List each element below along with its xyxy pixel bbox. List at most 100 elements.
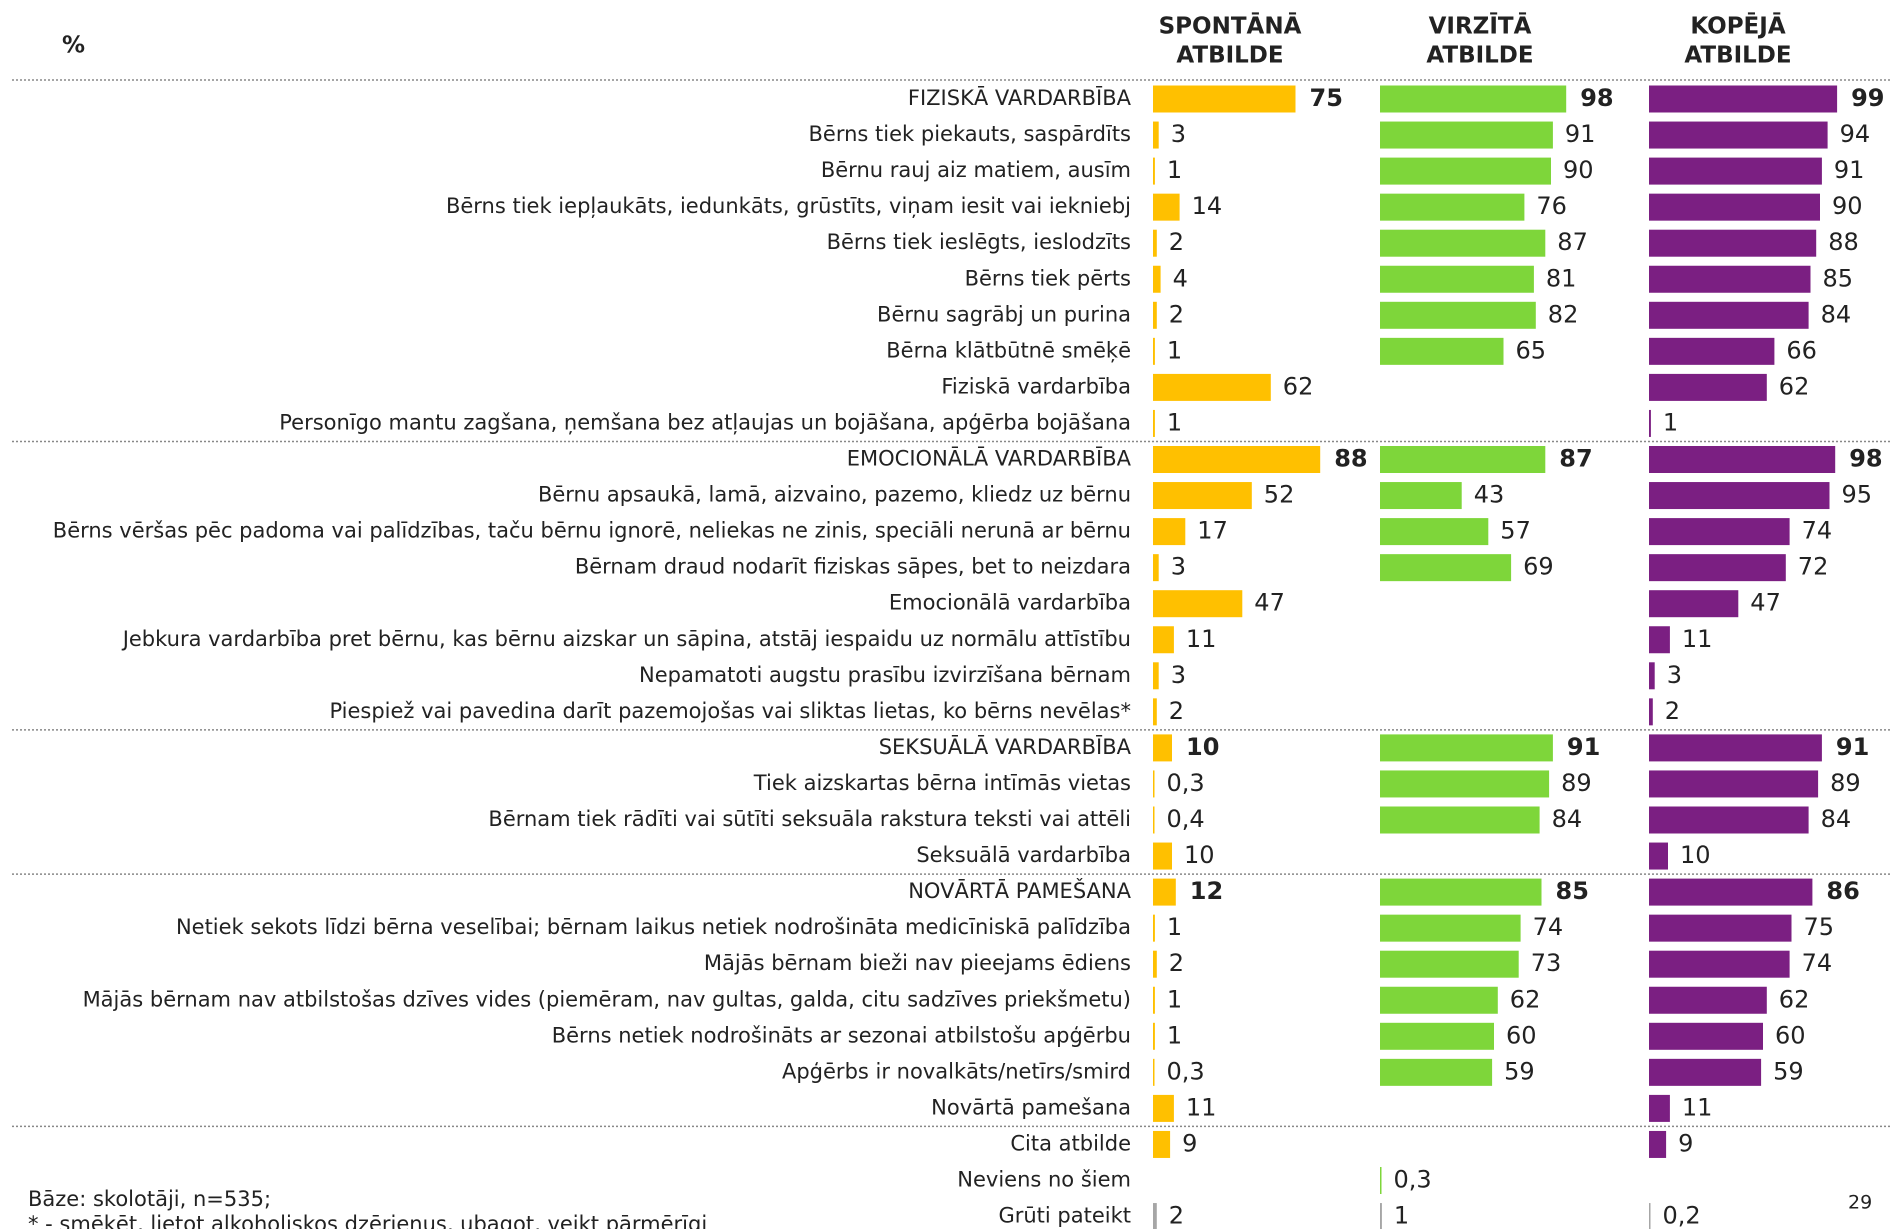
page-number: 29 [1848, 1192, 1872, 1214]
bar [1153, 806, 1155, 834]
value-label: 60 [1775, 1021, 1806, 1049]
legend-label: ATBILDE [1176, 43, 1283, 69]
bar [1380, 806, 1540, 834]
category-label: Seksuālā vardarbība [916, 843, 1131, 867]
value-label: 1 [1167, 156, 1182, 184]
category-label: EMOCIONĀLĀ VARDARBĪBA [847, 447, 1132, 471]
bar [1649, 734, 1822, 762]
footnote: Bāze: skolotāji, n=535; [28, 1187, 271, 1211]
value-label: 9 [1182, 1129, 1197, 1157]
category-label: Bērns netiek nodrošināts ar sezonai atbi… [552, 1023, 1131, 1047]
category-label: Novārtā pamešana [931, 1095, 1131, 1119]
value-label: 85 [1556, 877, 1589, 905]
bar [1649, 337, 1775, 365]
value-label: 74 [1533, 913, 1564, 941]
value-label: 57 [1500, 517, 1531, 545]
bar [1649, 770, 1819, 798]
value-label: 14 [1192, 192, 1223, 220]
bar [1153, 518, 1186, 546]
bar [1649, 1203, 1651, 1229]
value-label: 1 [1167, 913, 1182, 941]
bar [1153, 265, 1161, 293]
value-label: 91 [1567, 733, 1600, 761]
bar [1380, 1167, 1382, 1194]
bar [1649, 265, 1811, 293]
value-label: 73 [1531, 949, 1562, 977]
category-label: Bērnu sagrābj un purina [877, 302, 1131, 326]
category-label: Bērns vēršas pēc padoma vai palīdzības, … [53, 519, 1131, 543]
bar [1649, 85, 1838, 113]
bar [1649, 229, 1817, 257]
bar [1649, 1022, 1763, 1050]
bar [1380, 770, 1550, 798]
bar [1649, 1094, 1670, 1122]
value-label: 88 [1828, 228, 1859, 256]
bar [1649, 590, 1739, 618]
value-label: 87 [1559, 445, 1592, 473]
value-label: 3 [1171, 661, 1186, 689]
category-label: Bērnam tiek rādīti vai sūtīti seksuāla r… [488, 807, 1131, 831]
value-label: 95 [1842, 481, 1873, 509]
bar [1380, 446, 1546, 473]
bar [1380, 1022, 1494, 1050]
value-label: 75 [1310, 84, 1343, 112]
value-label: 1 [1663, 408, 1678, 436]
value-label: 2 [1169, 300, 1184, 328]
bar [1153, 1058, 1155, 1086]
legend-label: KOPĒJĀ [1690, 12, 1785, 40]
value-label: 10 [1186, 733, 1219, 761]
bar [1153, 121, 1159, 149]
bar [1649, 1058, 1762, 1086]
value-label: 62 [1779, 372, 1810, 400]
bar [1153, 770, 1155, 798]
bar [1380, 301, 1536, 329]
value-label: 9 [1678, 1129, 1693, 1157]
bar [1380, 265, 1534, 293]
value-label: 66 [1786, 336, 1817, 364]
footnote: * - smēķēt, lietot alkoholiskos dzērienu… [28, 1212, 707, 1229]
bar [1153, 734, 1172, 762]
bar [1649, 842, 1668, 870]
bar [1153, 337, 1155, 365]
bar [1649, 409, 1651, 437]
value-label: 11 [1186, 1093, 1217, 1121]
bar [1153, 698, 1157, 726]
value-label: 1 [1167, 336, 1182, 364]
value-label: 2 [1169, 1202, 1184, 1229]
bar [1153, 85, 1296, 113]
value-label: 84 [1552, 805, 1583, 833]
value-label: 11 [1682, 1093, 1713, 1121]
bar [1649, 626, 1670, 654]
bar [1153, 373, 1271, 401]
legend-label: ATBILDE [1684, 43, 1791, 69]
category-label: Fiziskā vardarbība [941, 374, 1131, 398]
bar [1649, 878, 1813, 906]
category-label: Mājās bērnam nav atbilstošas dzīves vide… [83, 987, 1131, 1011]
category-label: Jebkura vardarbība pret bērnu, kas bērnu… [121, 627, 1131, 651]
bar [1153, 842, 1172, 870]
bar [1380, 878, 1542, 906]
bar [1153, 157, 1155, 185]
value-label: 62 [1283, 372, 1314, 400]
value-label: 2 [1169, 228, 1184, 256]
bar [1153, 1203, 1157, 1229]
bar [1649, 373, 1767, 401]
value-label: 59 [1773, 1057, 1804, 1085]
bar [1380, 950, 1519, 978]
category-label: Apģērbs ir novalkāts/netīrs/smird [782, 1059, 1131, 1083]
value-label: 62 [1510, 985, 1541, 1013]
bar [1153, 914, 1155, 942]
bar [1649, 914, 1792, 942]
value-label: 60 [1506, 1021, 1537, 1049]
value-label: 98 [1849, 445, 1882, 473]
category-label: FIZISKĀ VARDARBĪBA [908, 86, 1132, 110]
value-label: 88 [1334, 445, 1367, 473]
value-label: 1 [1167, 1021, 1182, 1049]
legend-label: SPONTĀNĀ [1159, 12, 1302, 40]
value-label: 89 [1830, 769, 1861, 797]
category-label: Nepamatoti augstu prasību izvirzīšana bē… [639, 663, 1131, 687]
value-label: 72 [1798, 553, 1829, 581]
value-label: 84 [1821, 805, 1852, 833]
value-label: 91 [1836, 733, 1869, 761]
